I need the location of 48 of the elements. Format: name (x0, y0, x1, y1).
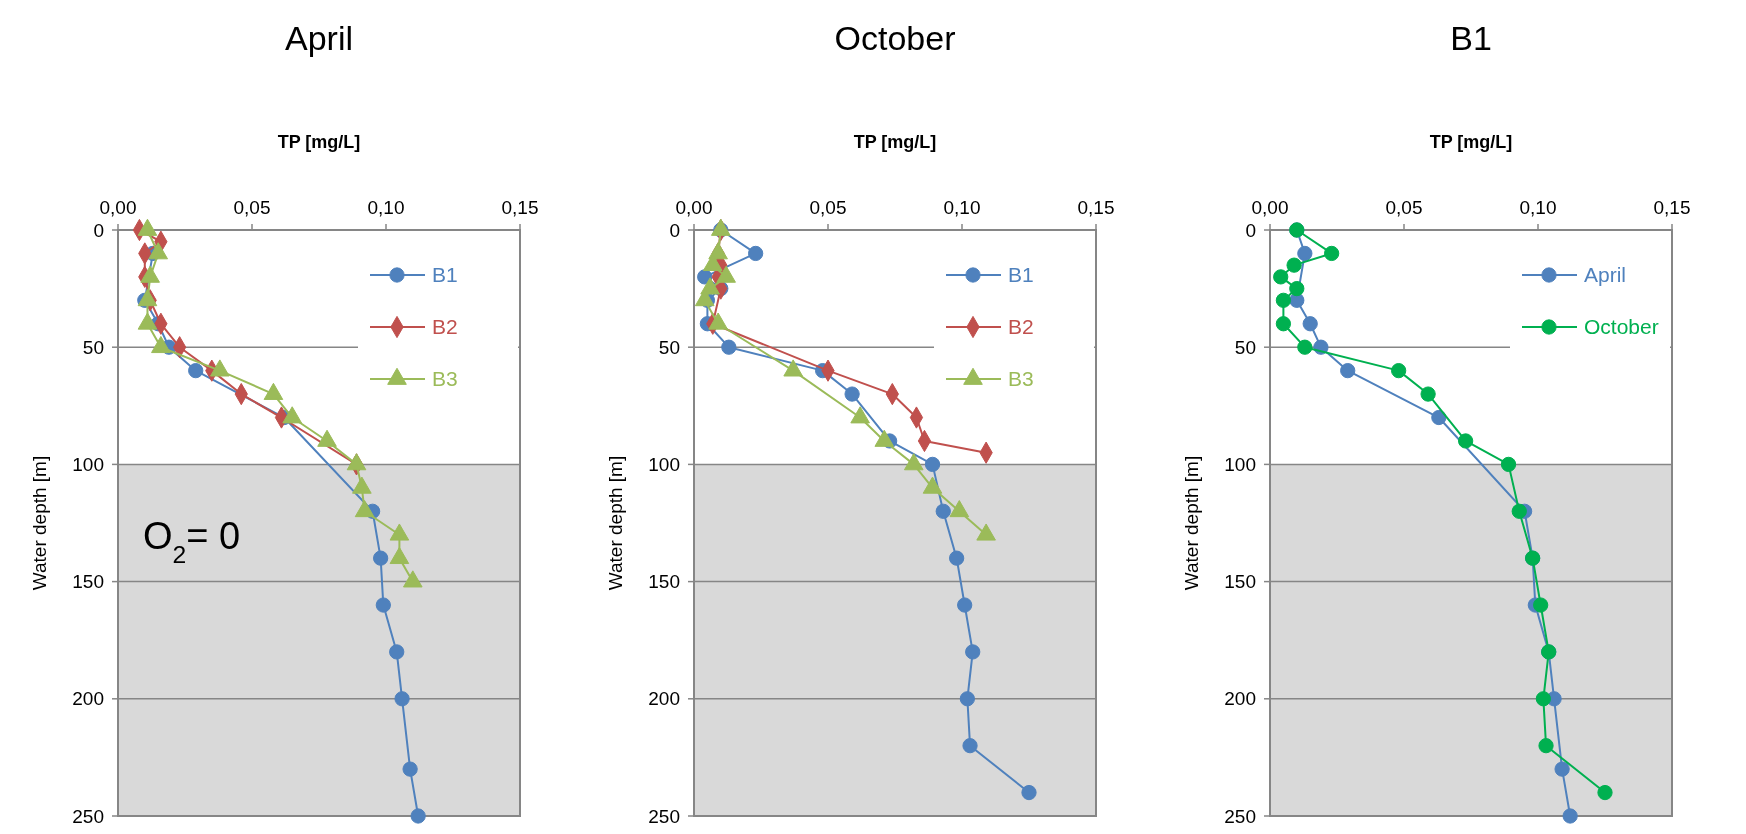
x-tick-label: 0,10 (943, 197, 981, 218)
y-tick-label: 200 (648, 688, 680, 710)
legend-label: October (1584, 315, 1659, 339)
x-tick-label: 0,05 (233, 197, 271, 218)
y-axis-title: Water depth [m] (1181, 455, 1202, 591)
legend-label: B1 (432, 263, 458, 287)
y-tick-label: 250 (1224, 805, 1256, 827)
y-tick-label: 0 (669, 219, 680, 241)
y-tick-label: 0 (1245, 219, 1256, 241)
y-tick-label: 200 (72, 688, 104, 710)
y-tick-label: 100 (72, 454, 104, 476)
legend-label: B3 (432, 367, 458, 391)
y-tick-label: 50 (82, 336, 104, 358)
y-axis-title: Water depth [m] (605, 455, 626, 591)
x-axis-title: TP [mg/L] (1429, 132, 1513, 152)
y-tick-label: 250 (648, 805, 680, 827)
x-tick-label: 0,05 (809, 197, 847, 218)
y-axis-title: Water depth [m] (29, 455, 50, 591)
x-tick-label: 0,10 (1519, 197, 1557, 218)
y-tick-label: 50 (1234, 336, 1256, 358)
y-tick-label: 0 (93, 219, 104, 241)
y-tick-label: 200 (1224, 688, 1256, 710)
y-tick-label: 100 (648, 454, 680, 476)
legend-label: B3 (1008, 367, 1034, 391)
x-tick-label: 0,15 (501, 197, 539, 218)
x-axis-title: TP [mg/L] (277, 132, 361, 152)
x-tick-label: 0,15 (1077, 197, 1115, 218)
chart-title: October (834, 19, 956, 57)
y-tick-label: 50 (658, 336, 680, 358)
chart-title: B1 (1450, 19, 1492, 57)
chart-title: April (284, 19, 354, 57)
x-tick-label: 0,00 (1251, 197, 1289, 218)
legend-label: B1 (1008, 263, 1034, 287)
legend-label: B2 (432, 315, 458, 339)
x-axis-title: TP [mg/L] (853, 132, 937, 152)
x-tick-label: 0,00 (99, 197, 137, 218)
x-tick-label: 0,05 (1385, 197, 1423, 218)
y-tick-label: 150 (72, 571, 104, 593)
x-tick-label: 0,15 (1653, 197, 1691, 218)
legend-label: B2 (1008, 315, 1034, 339)
y-tick-label: 150 (1224, 571, 1256, 593)
y-tick-label: 100 (1224, 454, 1256, 476)
legend-label: April (1584, 263, 1627, 287)
y-tick-label: 250 (72, 805, 104, 827)
annotation: O$_{2}$= 0 (143, 514, 241, 568)
y-tick-label: 150 (648, 571, 680, 593)
x-tick-label: 0,00 (675, 197, 713, 218)
x-tick-label: 0,10 (367, 197, 405, 218)
